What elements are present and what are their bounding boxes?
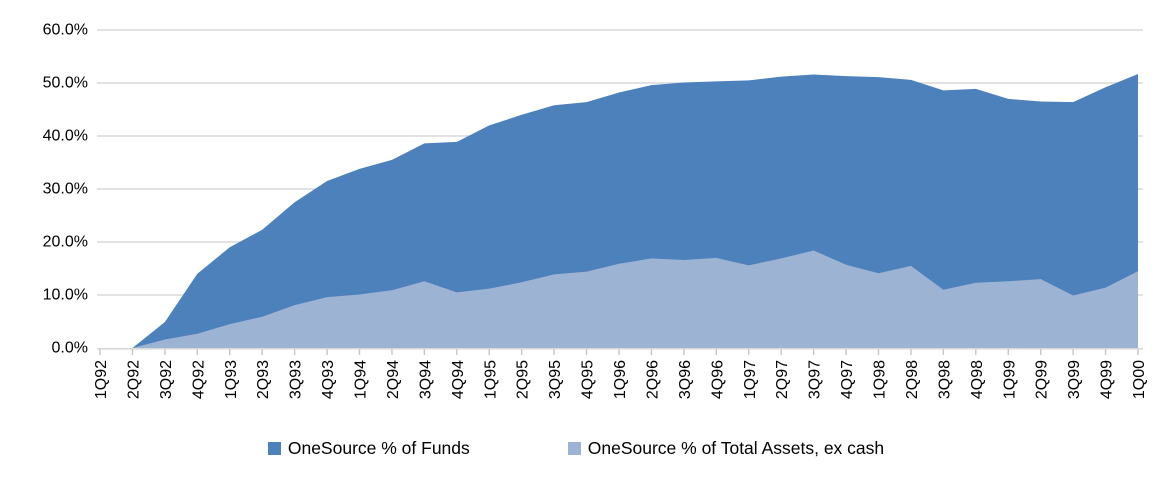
x-axis-tick-label: 3Q96 bbox=[677, 360, 694, 399]
chart-legend: OneSource % of Funds OneSource % of Tota… bbox=[0, 438, 1152, 459]
x-axis-tick-label: 4Q92 bbox=[190, 360, 207, 399]
plot-area: 0.0% 10.0% 20.0% 30.0% 40.0% 50.0% 60.0% 1Q92 2Q… bbox=[43, 22, 1148, 399]
x-axis-tick-label: 1Q99 bbox=[1001, 360, 1018, 399]
x-axis-tick-label: 2Q94 bbox=[385, 360, 402, 399]
x-axis-tick-label: 3Q92 bbox=[158, 360, 175, 399]
x-axis-tick-label: 4Q94 bbox=[450, 360, 467, 399]
legend-label-funds: OneSource % of Funds bbox=[287, 438, 470, 458]
y-axis-tick-label: 0.0% bbox=[52, 340, 88, 357]
x-axis-tick-label: 3Q98 bbox=[936, 360, 953, 399]
x-axis-tick-label: 4Q99 bbox=[1099, 360, 1116, 399]
legend-swatch-total-assets-icon bbox=[567, 442, 581, 455]
x-axis-tick-label: 1Q95 bbox=[482, 360, 499, 399]
x-axis-tick-label: 3Q95 bbox=[547, 360, 564, 399]
x-axis-tick-label: 4Q95 bbox=[580, 360, 597, 399]
x-axis-tick-label: 3Q99 bbox=[1066, 360, 1083, 399]
x-axis-tick-label: 1Q96 bbox=[612, 360, 629, 399]
x-axis-tick-label: 1Q93 bbox=[223, 360, 240, 399]
x-axis-tick-label: 3Q94 bbox=[417, 360, 434, 399]
y-axis-tick-label: 60.0% bbox=[43, 22, 88, 39]
x-axis-tick-label: 2Q92 bbox=[125, 360, 142, 399]
y-axis-tick-label: 20.0% bbox=[43, 234, 88, 251]
x-axis-tick-label: 4Q93 bbox=[320, 360, 337, 399]
legend-swatch-funds-icon bbox=[267, 442, 281, 455]
legend-item-total-assets: OneSource % of Total Assets, ex cash bbox=[567, 438, 885, 459]
x-axis-tick-label: 1Q92 bbox=[93, 360, 110, 399]
y-axis-tick-label: 50.0% bbox=[43, 75, 88, 92]
area-series-1 bbox=[100, 250, 1138, 348]
x-axis-tick-label: 4Q97 bbox=[839, 360, 856, 399]
y-axis-tick-label: 10.0% bbox=[43, 287, 88, 304]
x-axis-tick-label: 2Q98 bbox=[904, 360, 921, 399]
x-axis-tick-label: 1Q98 bbox=[872, 360, 889, 399]
x-axis-tick-label: 2Q97 bbox=[774, 360, 791, 399]
x-axis-tick-label: 2Q93 bbox=[255, 360, 272, 399]
x-axis-tick-label: 1Q94 bbox=[353, 360, 370, 399]
legend-item-funds: OneSource % of Funds bbox=[267, 438, 470, 459]
y-axis-tick-label: 40.0% bbox=[43, 128, 88, 145]
x-axis-tick-label: 3Q97 bbox=[807, 360, 824, 399]
x-axis-tick-label: 3Q93 bbox=[288, 360, 305, 399]
y-axis-tick-label: 30.0% bbox=[43, 181, 88, 198]
x-axis-tick-label: 2Q99 bbox=[1034, 360, 1051, 399]
x-axis-tick-label: 2Q96 bbox=[644, 360, 661, 399]
x-axis-tick-label: 1Q00 bbox=[1131, 360, 1148, 399]
legend-label-total-assets: OneSource % of Total Assets, ex cash bbox=[587, 438, 885, 458]
x-axis-tick-label: 2Q95 bbox=[515, 360, 532, 399]
x-axis-tick-label: 1Q97 bbox=[742, 360, 759, 399]
x-axis-tick-label: 4Q96 bbox=[709, 360, 726, 399]
x-axis-tick-label: 4Q98 bbox=[969, 360, 986, 399]
